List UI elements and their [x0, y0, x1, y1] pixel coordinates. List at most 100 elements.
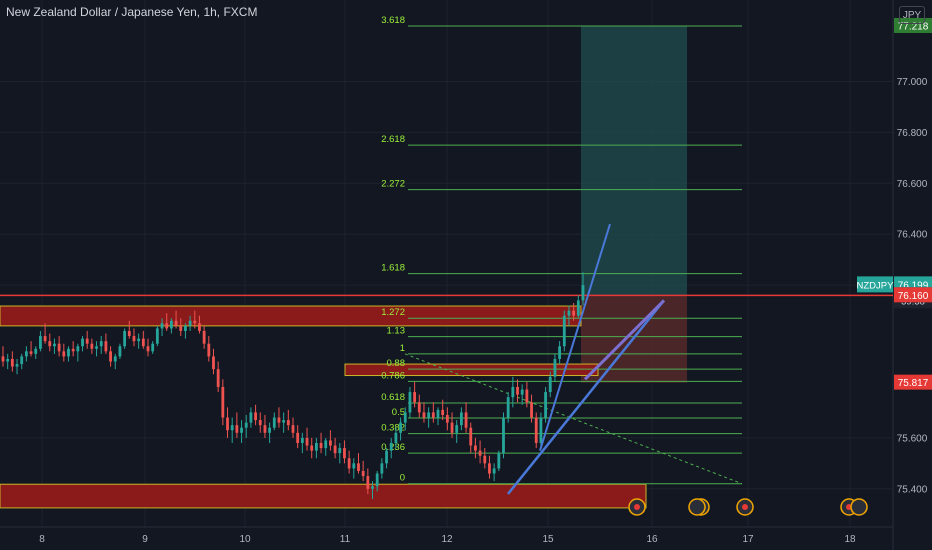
candle-body: [249, 412, 253, 423]
price-label: 77.218: [898, 21, 929, 32]
candle-body: [174, 320, 178, 326]
candle-body: [240, 427, 243, 433]
candle-body: [113, 356, 117, 362]
candle-body: [15, 364, 19, 367]
fib-level-label: 0.786: [381, 370, 405, 381]
candle-body: [581, 285, 585, 301]
x-tick-label: 9: [142, 534, 148, 545]
candle-body: [576, 300, 580, 316]
candle-body: [43, 336, 47, 342]
candle-body: [48, 341, 52, 347]
y-tick-label: 76.800: [897, 128, 928, 139]
candle-body: [146, 346, 150, 352]
candle-body: [179, 325, 183, 331]
candle-body: [413, 392, 417, 403]
candle-body: [282, 420, 286, 423]
upper-zone: [0, 305, 582, 327]
x-tick-label: 11: [340, 534, 351, 545]
fib-level-label: 0: [400, 473, 405, 484]
candle-body: [310, 445, 314, 451]
candle-body: [469, 427, 473, 446]
fib-level-label: 1.618: [381, 263, 405, 274]
y-tick-label: 75.600: [897, 433, 928, 444]
x-tick-label: 17: [742, 534, 754, 545]
candle-body: [478, 450, 482, 456]
candle-body: [539, 417, 543, 443]
candle-body: [516, 386, 519, 395]
symbol-label: NZDJPY: [857, 280, 895, 291]
candle-body: [277, 417, 281, 423]
y-tick-label: 76.400: [897, 230, 928, 241]
candle-body: [455, 425, 459, 433]
candle-body: [553, 358, 557, 377]
candle-body: [160, 323, 164, 329]
candle-body: [459, 412, 463, 426]
candle-body: [422, 412, 426, 418]
candle-body: [544, 392, 547, 418]
candle-body: [333, 445, 337, 454]
candle-body: [230, 425, 234, 431]
candle-body: [272, 417, 276, 428]
x-tick-label: 8: [39, 534, 45, 545]
candle-body: [207, 343, 211, 357]
candle-body: [408, 392, 412, 413]
candle-body: [380, 463, 384, 474]
candle-body: [188, 320, 192, 326]
candle-body: [427, 412, 431, 418]
candle-body: [226, 417, 229, 431]
candle-body: [62, 351, 66, 357]
candle-body: [244, 422, 248, 428]
candle-body: [29, 351, 33, 354]
candle-body: [492, 468, 496, 474]
fib-level-label: 2.272: [381, 179, 405, 190]
x-tick-label: 18: [844, 534, 856, 545]
candle-body: [286, 420, 290, 426]
price-label-bg: [894, 374, 932, 390]
candle-body: [202, 330, 206, 344]
dashed-trendline: [404, 353, 743, 485]
candle-body: [399, 422, 402, 433]
candle-body: [165, 323, 169, 329]
candle-body: [137, 338, 141, 342]
candle-body: [357, 463, 360, 471]
candle-body: [95, 346, 98, 349]
candle-body: [296, 432, 300, 443]
currency-button[interactable]: JPY: [899, 6, 925, 24]
candle-body: [20, 356, 24, 365]
fib-level-label: 0.382: [381, 423, 405, 434]
fib-level-label: 0.88: [387, 358, 406, 369]
candle-body: [81, 338, 84, 347]
candle-body: [450, 422, 454, 433]
price-label: 75.817: [898, 378, 929, 389]
candle-body: [39, 336, 42, 349]
candle-body: [343, 448, 346, 459]
candle-body: [548, 376, 552, 393]
candle-body: [291, 425, 295, 433]
y-tick-label: 76.600: [897, 179, 928, 190]
candle-body: [375, 473, 379, 487]
candle-body: [314, 442, 318, 451]
candle-body: [1, 356, 5, 362]
fib-level-label: 2.618: [381, 134, 405, 145]
fib-level-label: 1.272: [381, 307, 405, 318]
symbol-label-bg: [857, 276, 893, 293]
event-flag-icon-dot: [742, 504, 748, 510]
candle-body: [506, 397, 510, 418]
candle-body: [520, 389, 524, 395]
candle-body: [366, 476, 370, 489]
candle-body: [76, 346, 80, 352]
candle-body: [263, 425, 267, 433]
candle-body: [497, 453, 501, 469]
candle-body: [525, 389, 529, 403]
candle-body: [254, 412, 257, 421]
fib-level-label: 0.5: [392, 407, 405, 418]
candle-body: [361, 470, 365, 477]
candle-body: [389, 442, 393, 451]
candle-body: [403, 412, 407, 423]
fib-level-label: 3.618: [381, 15, 405, 26]
candle-body: [85, 338, 89, 344]
candle-body: [118, 346, 122, 357]
trendline-steep: [539, 223, 611, 451]
